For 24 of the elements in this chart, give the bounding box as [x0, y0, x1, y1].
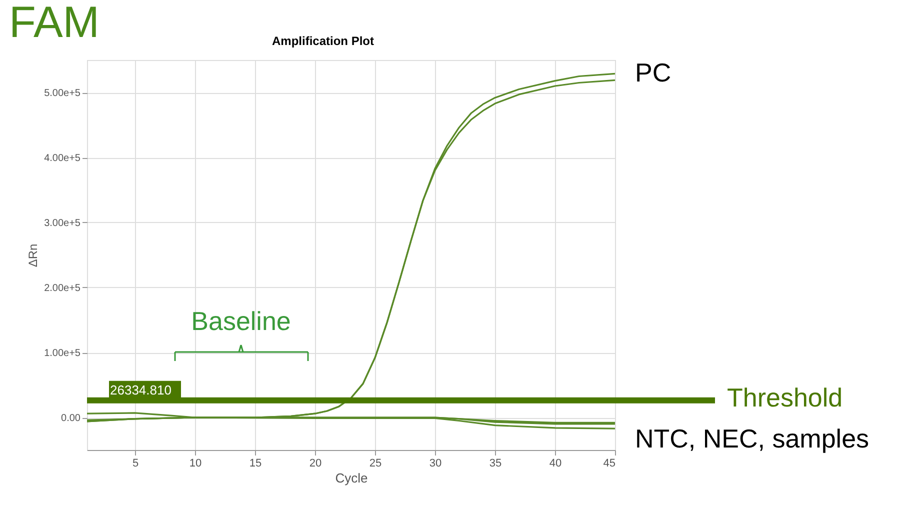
y-tick-label: 3.00e+5 [44, 218, 81, 229]
y-axis-title: ΔRn [26, 244, 40, 268]
y-tick-label: 2.00e+5 [44, 283, 81, 294]
x-tick-label: 35 [489, 458, 502, 470]
x-tick-label: 15 [249, 458, 262, 470]
x-tick-label: 25 [369, 458, 382, 470]
x-tick-label: 45 [603, 458, 616, 470]
y-tick-label: 1.00e+5 [44, 348, 81, 359]
x-tick-label: 5 [132, 458, 139, 470]
x-axis-title: Cycle [335, 470, 368, 486]
annotation: NTC, NEC, samples [635, 423, 870, 454]
y-tick-label: 5.00e+5 [44, 88, 81, 99]
text: Threshold [727, 382, 843, 412]
x-tick-label: 40 [549, 458, 562, 470]
x-tick-label: 30 [429, 458, 442, 470]
annotation: PC [635, 58, 672, 88]
y-tick-label: 4.00e+5 [44, 153, 81, 164]
ref-line-label: 26334.810 [110, 382, 172, 398]
x-tick-label: 10 [189, 458, 202, 470]
x-tick-label: 20 [309, 458, 322, 470]
chart-subtitle: Amplification Plot [272, 34, 374, 48]
chart-title: FAM [9, 0, 100, 47]
annotation: Baseline [191, 306, 291, 336]
y-tick-label: 0.00 [61, 413, 81, 424]
